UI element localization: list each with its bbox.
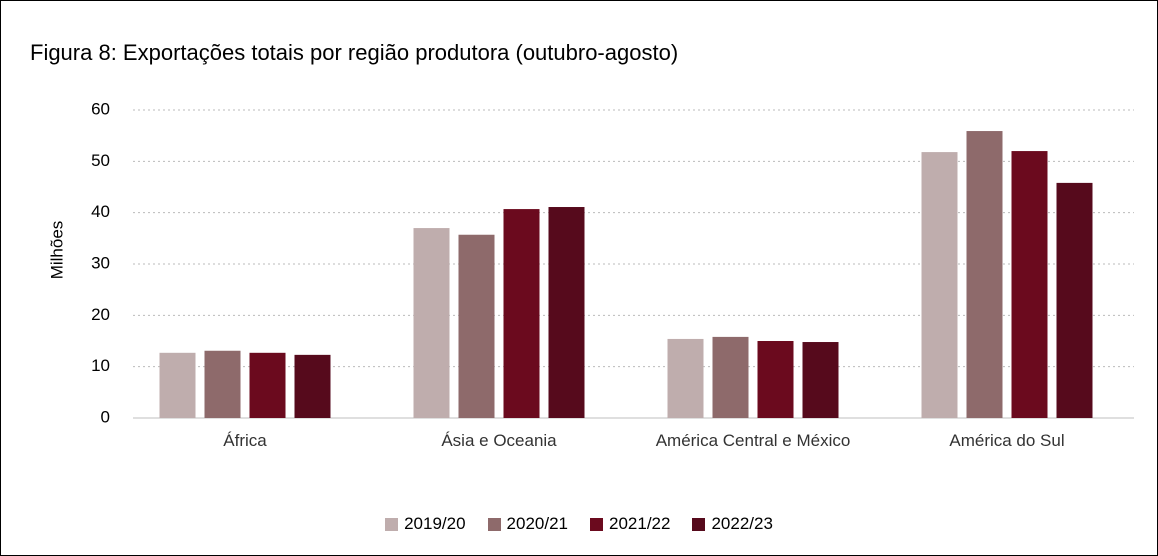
bar — [966, 131, 1003, 418]
y-tick-label: 10 — [91, 356, 110, 375]
bar — [712, 336, 749, 418]
bar — [1011, 151, 1048, 419]
legend-label: 2020/21 — [506, 514, 568, 533]
bar — [413, 228, 450, 418]
bar — [204, 350, 241, 418]
bar — [548, 207, 585, 418]
bar — [294, 354, 331, 418]
legend-label: 2022/23 — [711, 514, 773, 533]
legend: 2019/20 2020/21 2021/22 2022/23 — [0, 514, 1158, 534]
legend-swatch — [487, 517, 501, 531]
legend-item: 2022/23 — [692, 514, 773, 534]
y-tick-label: 0 — [101, 407, 110, 426]
legend-label: 2021/22 — [609, 514, 671, 533]
legend-swatch — [385, 517, 399, 531]
bar — [757, 341, 794, 418]
y-tick-label: 50 — [91, 151, 110, 170]
bar — [667, 338, 704, 418]
x-tick-label: Ásia e Oceania — [441, 431, 557, 450]
bar — [1056, 182, 1093, 418]
y-tick-label: 40 — [91, 202, 110, 221]
bar — [458, 234, 495, 418]
chart-title: Figura 8: Exportações totais por região … — [30, 40, 678, 65]
bar — [503, 209, 540, 418]
legend-swatch — [590, 517, 603, 531]
bar — [802, 342, 839, 418]
bar — [159, 352, 196, 418]
y-axis-label: Milhões — [47, 221, 66, 280]
x-tick-label: África — [223, 431, 267, 450]
y-tick-label: 30 — [91, 253, 110, 272]
y-tick-label: 60 — [91, 99, 110, 118]
legend-item: 2021/22 — [590, 514, 670, 534]
bar — [921, 152, 958, 419]
legend-item: 2020/21 — [487, 514, 568, 534]
bar — [249, 352, 286, 418]
legend-label: 2019/20 — [404, 514, 466, 533]
y-tick-label: 20 — [91, 305, 110, 324]
legend-item: 2019/20 — [385, 514, 466, 534]
x-tick-label: América Central e México — [655, 431, 851, 450]
legend-swatch — [692, 517, 706, 531]
x-tick-label: América do Sul — [949, 431, 1065, 450]
